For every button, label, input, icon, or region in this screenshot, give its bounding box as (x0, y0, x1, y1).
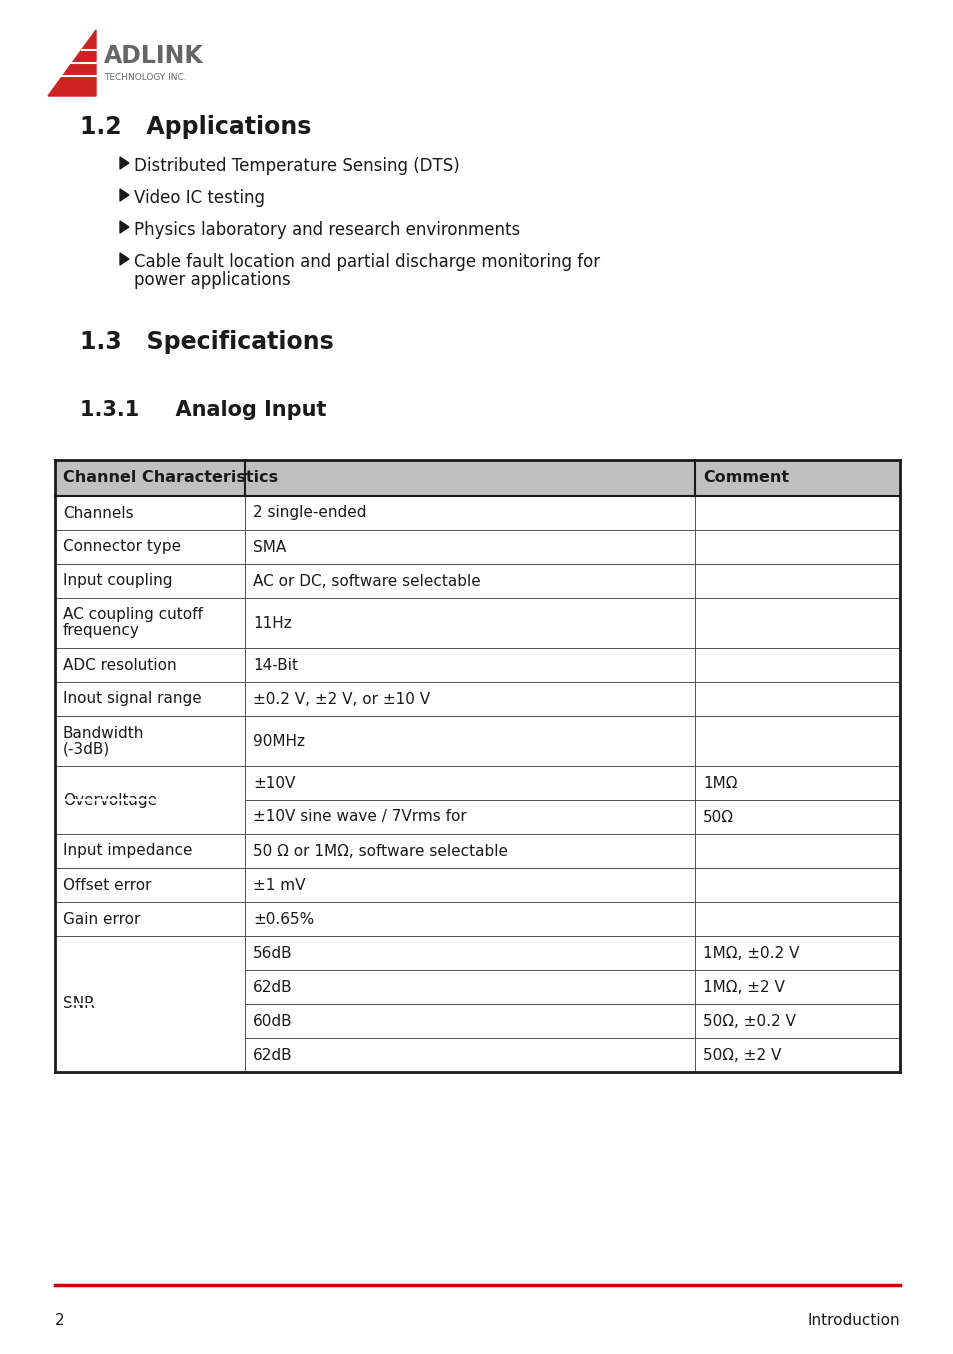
Text: 50Ω, ±2 V: 50Ω, ±2 V (702, 1048, 781, 1063)
Bar (55, 1039, 899, 1072)
Text: Inout signal range: Inout signal range (63, 692, 201, 707)
Bar (55, 868, 899, 902)
Bar (55, 716, 899, 766)
Text: 62dB: 62dB (253, 1048, 293, 1063)
Text: 90MHz: 90MHz (253, 734, 305, 749)
Text: Channel Characteristics: Channel Characteristics (63, 470, 278, 486)
Text: Input impedance: Input impedance (63, 844, 193, 858)
Text: 11Hz: 11Hz (253, 616, 292, 631)
Bar (55, 969, 899, 1005)
Text: Cable fault location and partial discharge monitoring for: Cable fault location and partial dischar… (133, 253, 599, 271)
Text: SNR: SNR (63, 997, 94, 1011)
Text: ±10V sine wave / 7Vrms for: ±10V sine wave / 7Vrms for (253, 810, 466, 825)
Text: Connector type: Connector type (63, 539, 181, 555)
Bar (55, 565, 899, 598)
Text: 62dB: 62dB (253, 979, 293, 994)
Text: 1MΩ, ±0.2 V: 1MΩ, ±0.2 V (702, 945, 799, 960)
Text: Introduction: Introduction (806, 1313, 899, 1328)
Bar (55, 529, 899, 565)
Polygon shape (120, 157, 129, 169)
Text: Gain error: Gain error (63, 911, 140, 926)
Text: 1MΩ: 1MΩ (702, 776, 737, 791)
Text: 1.3   Specifications: 1.3 Specifications (80, 330, 334, 353)
Text: 60dB: 60dB (253, 1014, 293, 1029)
Text: 50 Ω or 1MΩ, software selectable: 50 Ω or 1MΩ, software selectable (253, 844, 507, 858)
Bar (55, 598, 899, 649)
Text: ±0.65%: ±0.65% (253, 911, 314, 926)
Bar (55, 649, 899, 682)
Text: frequency: frequency (63, 623, 140, 639)
Text: 1.3.1     Analog Input: 1.3.1 Analog Input (80, 399, 326, 420)
Bar (55, 902, 899, 936)
Text: Channels: Channels (63, 505, 133, 520)
Text: 56dB: 56dB (253, 945, 293, 960)
Text: AC coupling cutoff: AC coupling cutoff (63, 608, 203, 623)
Bar (55, 460, 899, 496)
Text: ADLINK: ADLINK (104, 43, 204, 68)
Text: 2 single-ended: 2 single-ended (253, 505, 366, 520)
Text: 14-Bit: 14-Bit (253, 658, 297, 673)
Text: ±0.2 V, ±2 V, or ±10 V: ±0.2 V, ±2 V, or ±10 V (253, 692, 430, 707)
Text: ADC resolution: ADC resolution (63, 658, 176, 673)
Text: 1.2   Applications: 1.2 Applications (80, 115, 311, 139)
Bar (55, 800, 899, 834)
Text: Video IC testing: Video IC testing (133, 190, 265, 207)
Text: Distributed Temperature Sensing (DTS): Distributed Temperature Sensing (DTS) (133, 157, 459, 175)
Text: Physics laboratory and research environments: Physics laboratory and research environm… (133, 221, 519, 240)
Text: (-3dB): (-3dB) (63, 742, 111, 757)
Polygon shape (120, 221, 129, 233)
Text: 50Ω, ±0.2 V: 50Ω, ±0.2 V (702, 1014, 795, 1029)
Bar (55, 766, 899, 800)
Text: 2: 2 (55, 1313, 65, 1328)
Text: TECHNOLOGY INC.: TECHNOLOGY INC. (104, 73, 187, 83)
Text: 50Ω: 50Ω (702, 810, 733, 825)
Bar (55, 834, 899, 868)
Text: Bandwidth: Bandwidth (63, 726, 144, 741)
Text: Overvoltage: Overvoltage (63, 792, 157, 807)
Text: Input coupling: Input coupling (63, 574, 172, 589)
Text: power applications: power applications (133, 271, 291, 288)
Bar (55, 496, 899, 529)
Text: ±10V: ±10V (253, 776, 295, 791)
Bar (55, 1005, 899, 1039)
Text: ±1 mV: ±1 mV (253, 877, 305, 892)
Text: SMA: SMA (253, 539, 286, 555)
Polygon shape (120, 253, 129, 265)
Text: 1MΩ, ±2 V: 1MΩ, ±2 V (702, 979, 784, 994)
Polygon shape (120, 190, 129, 200)
Polygon shape (48, 30, 96, 96)
Text: Comment: Comment (702, 470, 788, 486)
Text: AC or DC, software selectable: AC or DC, software selectable (253, 574, 480, 589)
Bar (55, 682, 899, 716)
Text: Offset error: Offset error (63, 877, 152, 892)
Bar (55, 936, 899, 969)
